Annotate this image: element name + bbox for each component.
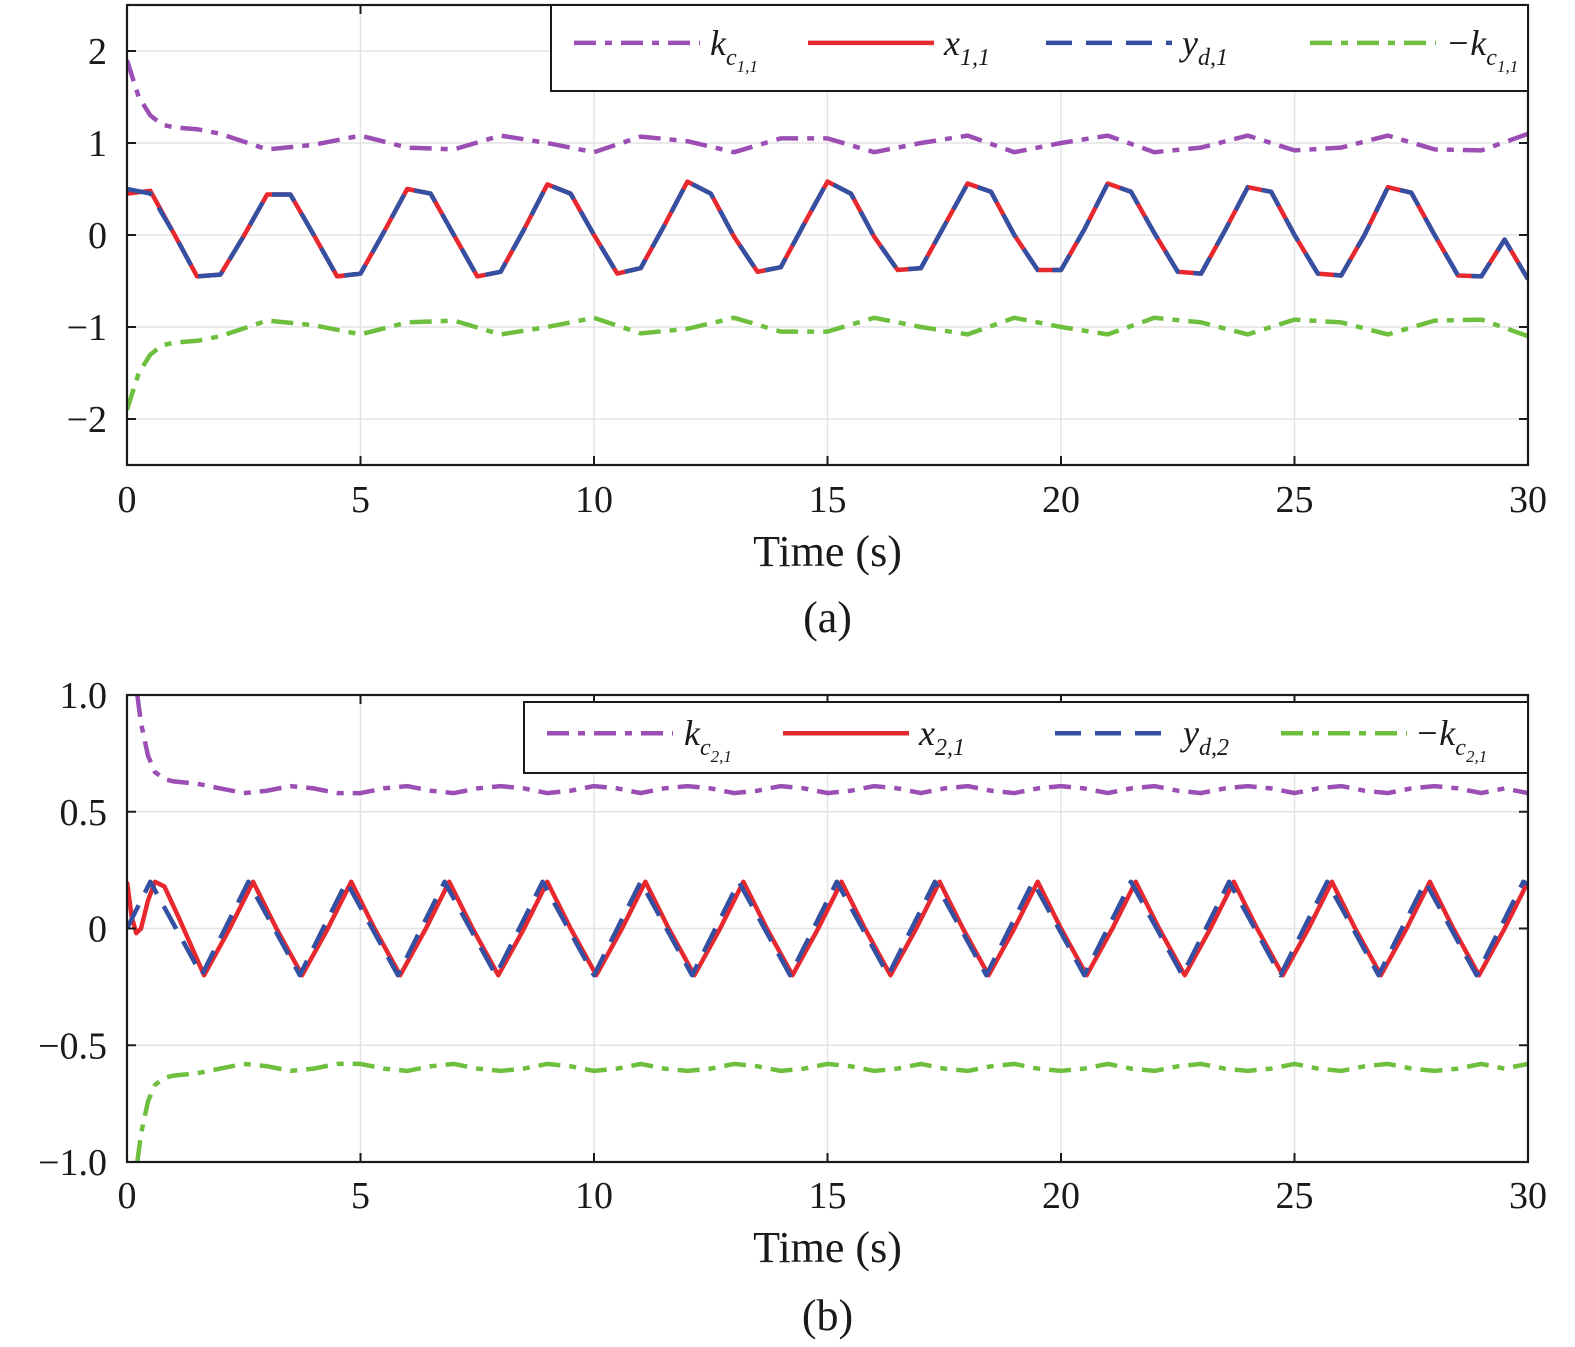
x-axis-title: Time (s): [753, 1223, 902, 1272]
legend: kc1,1 x1,1 yd,1 −kc1,1: [550, 4, 1529, 92]
series-line-4: [135, 1061, 1528, 1162]
series-line-1: [135, 695, 1528, 796]
x-tick-label: 15: [809, 479, 847, 521]
y-tick-label: 1: [88, 123, 107, 165]
panel-caption: (b): [802, 1291, 853, 1340]
x-tick-label: 0: [118, 1175, 137, 1217]
x-tick-label: 30: [1509, 479, 1547, 521]
legend-entry-1: kc2,1: [684, 713, 732, 766]
legend-entry-3: yd,1: [1179, 23, 1228, 71]
panel-a: 0 5 10 15 20 25 30 −2 −1 0 1 2 Time (s) (a) kc1,1 x1,1 y…: [67, 3, 1547, 642]
series-line-3: [127, 879, 1528, 978]
y-tick-label: 1.0: [60, 675, 108, 717]
panel-b: 0 5 10 15 20 25 30 −1.0 −0.5 0 0.5 1.0 Time (s) (b) kc…: [38, 675, 1547, 1340]
series-line-4: [127, 315, 1528, 411]
y-tick-label: 0: [88, 909, 107, 951]
x-tick-label: 10: [575, 1175, 613, 1217]
x-axis-title: Time (s): [753, 527, 902, 576]
x-tick-label: 5: [351, 479, 370, 521]
y-tick-label: −1.0: [38, 1142, 107, 1184]
y-tick-label: −1: [67, 307, 107, 349]
panel-caption: (a): [803, 593, 852, 642]
x-tick-label: 0: [118, 479, 137, 521]
legend-entry-4: −kc1,1: [1446, 23, 1518, 76]
x-tick-label: 15: [809, 1175, 847, 1217]
series-line-3: [127, 179, 1528, 281]
x-tick-label: 20: [1042, 1175, 1080, 1217]
x-tick-label: 25: [1276, 1175, 1314, 1217]
x-tick-label: 30: [1509, 1175, 1547, 1217]
x-tick-label: 10: [575, 479, 613, 521]
x-tick-label: 5: [351, 1175, 370, 1217]
legend-entry-2: x1,1: [943, 23, 990, 71]
legend-entry-4: −kc2,1: [1415, 713, 1487, 766]
legend: kc2,1 x2,1 yd,2 −kc2,1: [523, 701, 1529, 774]
y-tick-label: −2: [67, 399, 107, 441]
x-tick-label: 25: [1276, 479, 1314, 521]
y-tick-label: −0.5: [38, 1025, 107, 1067]
series-line-1: [127, 59, 1528, 155]
legend-entry-2: x2,1: [918, 713, 965, 761]
x-tick-label: 20: [1042, 479, 1080, 521]
y-tick-label: 0: [88, 215, 107, 257]
legend-entry-3: yd,2: [1180, 713, 1229, 761]
legend-entry-1: kc1,1: [710, 23, 758, 76]
y-tick-label: 2: [88, 31, 107, 73]
y-tick-label: 0.5: [60, 792, 108, 834]
